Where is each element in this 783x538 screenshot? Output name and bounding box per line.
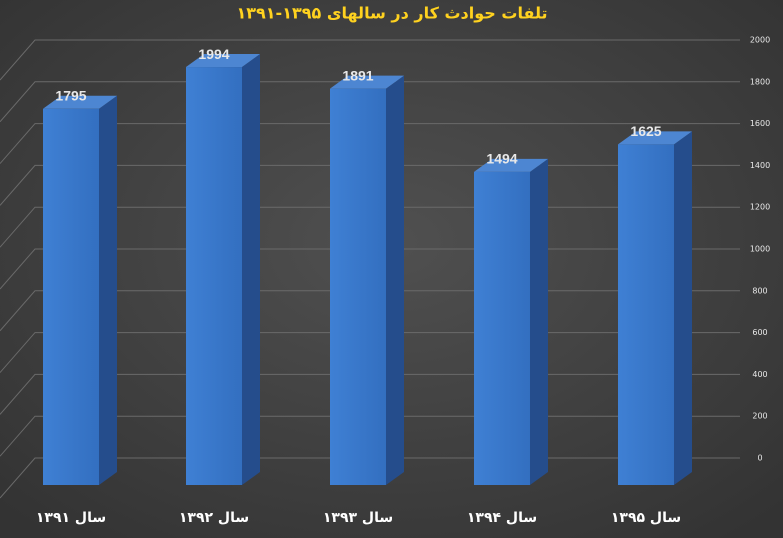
- bar: [474, 171, 530, 485]
- bar-side: [674, 131, 692, 485]
- bar-side: [242, 54, 260, 486]
- y-tick-label: 0: [757, 454, 762, 463]
- bar-top: [330, 75, 404, 89]
- x-tick-label: سال ۱۳۹۱: [36, 510, 106, 526]
- y-tick-label: 200: [752, 412, 767, 421]
- data-label: 1494: [486, 151, 517, 167]
- y-tick-label: 1200: [750, 203, 770, 212]
- data-label: 1795: [55, 87, 86, 103]
- bar-side: [386, 75, 404, 486]
- y-tick-label: 600: [752, 328, 767, 337]
- bar-top: [186, 54, 260, 68]
- x-tick-label: سال ۱۳۹۳: [323, 510, 393, 526]
- grid-line: [0, 123, 740, 164]
- bar: [330, 88, 386, 486]
- bar-side: [99, 95, 117, 485]
- chart-title: تلفات حوادث کار در سالهای ۱۳۹۵-۱۳۹۱: [236, 4, 547, 23]
- data-label: 1891: [342, 67, 373, 83]
- x-tick-label: سال ۱۳۹۲: [179, 510, 249, 526]
- y-tick-label: 400: [752, 370, 767, 379]
- x-tick-label: سال ۱۳۹۴: [467, 510, 537, 526]
- data-label: 1994: [198, 46, 229, 62]
- bar: [43, 108, 99, 485]
- data-label: 1625: [630, 123, 661, 139]
- x-tick-label: سال ۱۳۹۵: [611, 510, 681, 526]
- bar-top: [474, 158, 548, 172]
- bar-top: [618, 131, 692, 145]
- bar-top: [43, 95, 117, 109]
- grid-line: [0, 39, 740, 81]
- bar: [618, 144, 674, 485]
- y-tick-label: 800: [752, 286, 767, 295]
- y-tick-label: 1400: [750, 161, 770, 170]
- y-tick-label: 1000: [750, 245, 770, 254]
- y-tick-label: 1800: [750, 77, 770, 86]
- bar-side: [530, 158, 548, 485]
- y-tick-label: 2000: [750, 36, 770, 45]
- grid-line: [0, 81, 740, 123]
- bar: [186, 67, 242, 485]
- y-tick-label: 1600: [750, 119, 770, 128]
